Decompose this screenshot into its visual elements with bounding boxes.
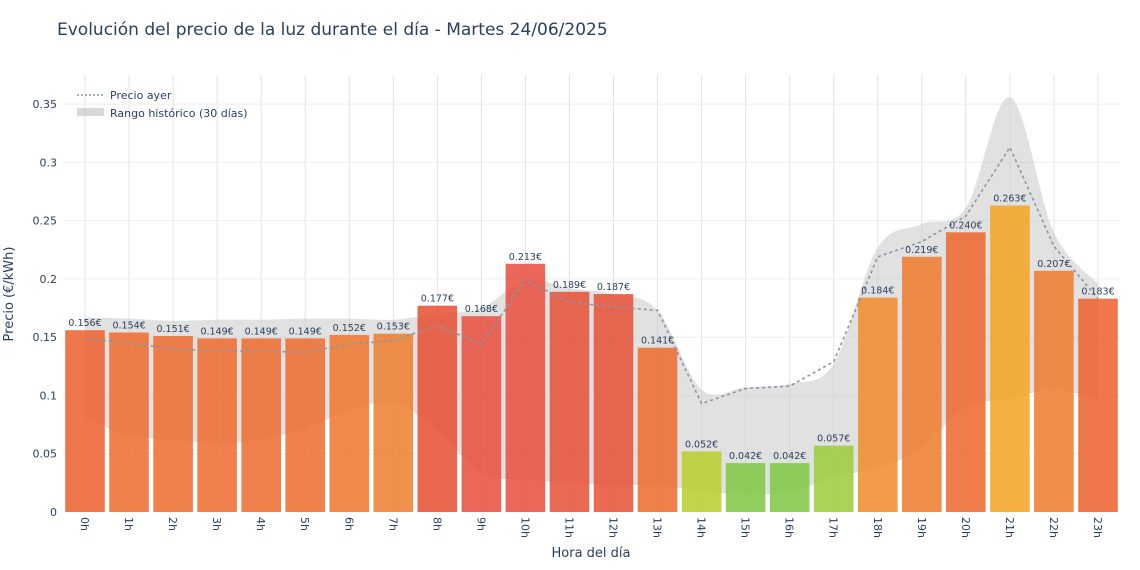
- bar-19h: [902, 256, 942, 512]
- yesterday-price-line: [84, 145, 1099, 405]
- y-axis-ticks: 0 0.05 0.1 0.15 0.2 0.25 0.3 0.35: [33, 98, 58, 519]
- x-tick-label: 8h: [430, 517, 443, 531]
- x-tick-label: 17h: [827, 517, 840, 538]
- legend-item-yesterday: Precio ayer: [110, 89, 172, 102]
- x-axis-title: Hora del día: [552, 546, 631, 561]
- bar-value-label: 0.213€: [509, 252, 542, 263]
- bar-value-label: 0.149€: [289, 326, 322, 337]
- bar-15h: [725, 463, 766, 512]
- bar-1h: [109, 332, 149, 512]
- y-tick-label: 0.3: [40, 156, 58, 169]
- bar-value-label: 0.156€: [68, 318, 101, 329]
- bar-17h: [813, 445, 854, 512]
- bar-value-label: 0.187€: [597, 282, 630, 293]
- bar-value-label: 0.149€: [200, 326, 233, 337]
- chart-title: Evolución del precio de la luz durante e…: [57, 20, 608, 40]
- y-tick-label: 0.05: [33, 448, 58, 461]
- bar-value-label: 0.042€: [773, 451, 806, 462]
- bar-6h: [329, 334, 370, 512]
- bar-value-label: 0.184€: [861, 286, 894, 297]
- bar-4h: [241, 338, 281, 512]
- bar-value-label: 0.057€: [817, 434, 850, 445]
- bar-value-label: 0.177€: [421, 294, 454, 305]
- y-tick-label: 0.15: [33, 331, 58, 344]
- x-tick-label: 19h: [915, 517, 928, 538]
- y-axis-title: Precio (€/kWh): [2, 247, 17, 342]
- bar-value-label: 0.152€: [333, 323, 366, 334]
- bar-value-label: 0.189€: [553, 280, 586, 291]
- legend-item-historic: Rango histórico (30 días): [110, 107, 248, 120]
- bar-22h: [1034, 270, 1074, 512]
- yesterday-line: [84, 145, 1099, 405]
- x-tick-label: 23h: [1091, 517, 1104, 538]
- x-tick-label: 21h: [1003, 517, 1016, 538]
- bar-21h: [990, 205, 1030, 512]
- bar-value-labels: 0.156€ 0.154€ 0.151€ 0.149€ 0.149€ 0.149€ 0.15…: [68, 194, 1114, 463]
- x-tick-label: 18h: [871, 517, 884, 538]
- bar-value-label: 0.052€: [685, 439, 718, 450]
- bar-9h: [461, 316, 502, 512]
- legend-band-swatch: [77, 108, 104, 116]
- bar-8h: [417, 305, 458, 512]
- x-tick-label: 7h: [386, 517, 399, 531]
- bar-value-label: 0.207€: [1037, 259, 1070, 270]
- x-tick-label: 10h: [518, 517, 531, 538]
- bar-16h: [769, 463, 810, 512]
- bar-value-label: 0.183€: [1081, 287, 1114, 298]
- bar-value-label: 0.042€: [729, 451, 762, 462]
- x-tick-label: 20h: [959, 517, 972, 538]
- x-tick-label: 22h: [1047, 517, 1060, 538]
- x-tick-label: 14h: [695, 517, 708, 538]
- bar-10h: [505, 263, 546, 512]
- bar-3h: [197, 338, 237, 512]
- x-tick-label: 5h: [298, 517, 311, 531]
- x-axis-ticks: 0h 1h 2h 3h 4h 5h 6h 7h 8h 9h 10h 11h 12h 13h 14h 15h 16…: [78, 517, 1104, 538]
- bar-value-label: 0.153€: [377, 322, 410, 333]
- x-tick-label: 15h: [739, 517, 752, 538]
- bar-20h: [946, 232, 986, 513]
- bar-value-label: 0.149€: [245, 326, 278, 337]
- y-tick-label: 0.35: [33, 98, 58, 111]
- y-tick-label: 0: [50, 506, 57, 519]
- x-tick-label: 13h: [651, 517, 664, 538]
- bar-13h: [637, 347, 678, 512]
- y-tick-label: 0.1: [40, 390, 58, 403]
- x-tick-label: 0h: [78, 517, 91, 531]
- bar-2h: [153, 336, 193, 512]
- bar-value-label: 0.219€: [905, 245, 938, 256]
- bar-value-label: 0.151€: [156, 324, 189, 335]
- bar-11h: [549, 291, 590, 512]
- bar-value-label: 0.240€: [949, 220, 982, 231]
- x-tick-label: 3h: [210, 517, 223, 531]
- y-tick-label: 0.2: [40, 273, 58, 286]
- bar-12h: [593, 294, 634, 512]
- x-tick-label: 11h: [563, 517, 576, 538]
- bar-7h: [373, 333, 414, 512]
- y-tick-label: 0.25: [33, 215, 58, 228]
- x-tick-label: 2h: [166, 517, 179, 531]
- x-tick-label: 9h: [474, 517, 487, 531]
- bar-value-label: 0.263€: [993, 194, 1026, 205]
- x-tick-label: 4h: [254, 517, 267, 531]
- x-tick-label: 6h: [342, 517, 355, 531]
- bar-value-label: 0.141€: [641, 336, 674, 347]
- bar-23h: [1078, 298, 1118, 512]
- bar-value-label: 0.168€: [465, 304, 498, 315]
- x-tick-label: 1h: [122, 517, 135, 531]
- x-tick-label: 12h: [607, 517, 620, 538]
- legend: Precio ayer Rango histórico (30 días): [77, 89, 248, 120]
- bar-5h: [285, 338, 325, 512]
- bar-value-label: 0.154€: [112, 321, 145, 332]
- bar-0h: [65, 330, 105, 512]
- x-tick-label: 16h: [783, 517, 796, 538]
- bar-18h: [858, 297, 898, 512]
- bars: [65, 205, 1118, 513]
- bar-14h: [681, 451, 722, 512]
